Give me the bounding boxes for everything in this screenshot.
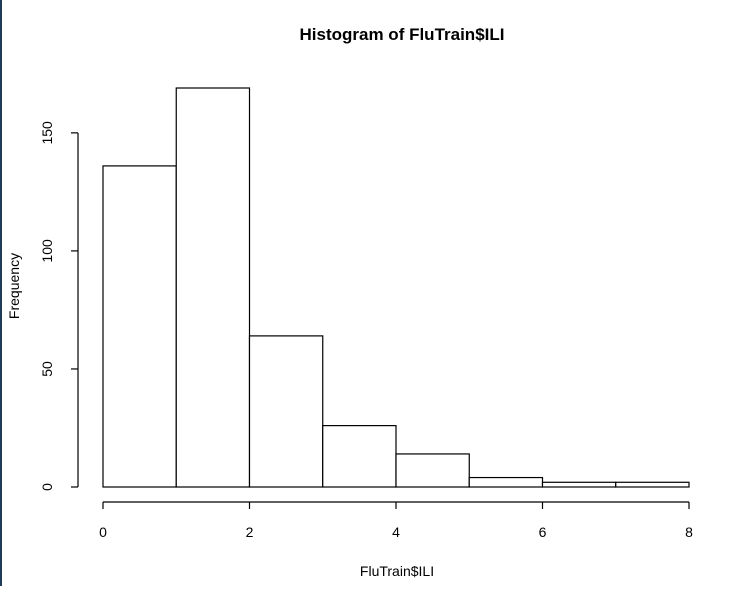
y-axis-label: Frequency bbox=[6, 253, 22, 319]
histogram-bar bbox=[541, 481, 617, 488]
x-axis: 0 2 4 6 8 bbox=[99, 501, 693, 540]
x-tick-label: 6 bbox=[539, 524, 547, 540]
chart-title: Histogram of FluTrain$ILI bbox=[300, 25, 505, 44]
histogram-bar bbox=[615, 481, 690, 488]
histogram-bar bbox=[102, 165, 177, 488]
y-tick-label: 100 bbox=[39, 239, 55, 263]
histogram-bar bbox=[175, 87, 251, 488]
histogram-bars bbox=[102, 87, 690, 488]
histogram-bar bbox=[395, 453, 470, 488]
y-tick-label: 150 bbox=[39, 121, 55, 145]
y-axis: 0 50 100 150 bbox=[39, 121, 79, 491]
histogram-bar bbox=[248, 335, 324, 488]
x-tick-label: 8 bbox=[685, 524, 693, 540]
x-tick-label: 2 bbox=[246, 524, 254, 540]
window-left-border bbox=[0, 0, 2, 586]
y-tick-label: 50 bbox=[39, 361, 55, 377]
x-axis-label: FluTrain$ILI bbox=[360, 563, 434, 579]
y-tick-label: 0 bbox=[39, 483, 55, 491]
histogram-bar bbox=[322, 425, 397, 488]
x-tick-label: 4 bbox=[392, 524, 400, 540]
histogram-bar bbox=[468, 476, 544, 488]
x-tick-label: 0 bbox=[99, 524, 107, 540]
